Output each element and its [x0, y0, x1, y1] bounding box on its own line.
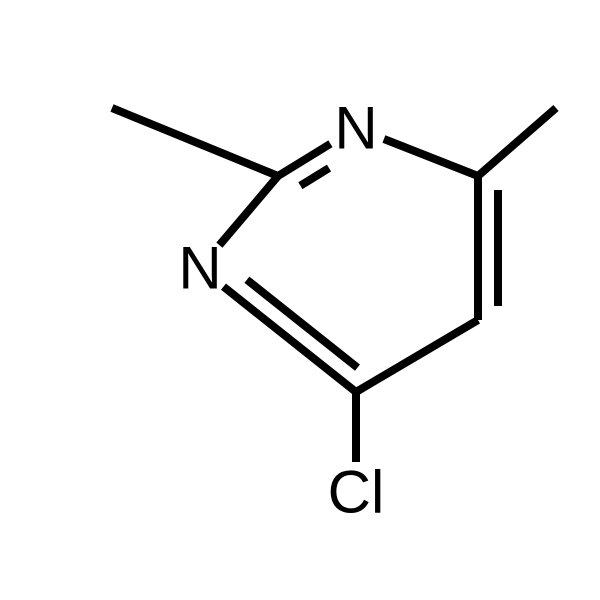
bond [247, 280, 358, 368]
bond [478, 108, 556, 176]
bond [356, 320, 478, 392]
bond [223, 287, 356, 392]
atom-label-n: N [178, 235, 221, 302]
molecule-diagram: N N Cl [0, 0, 600, 600]
atom-label-cl: Cl [328, 459, 385, 526]
bond [300, 168, 329, 186]
bond [384, 139, 478, 176]
bond [112, 108, 278, 176]
bond [219, 176, 278, 245]
atom-label-n: N [334, 95, 377, 162]
